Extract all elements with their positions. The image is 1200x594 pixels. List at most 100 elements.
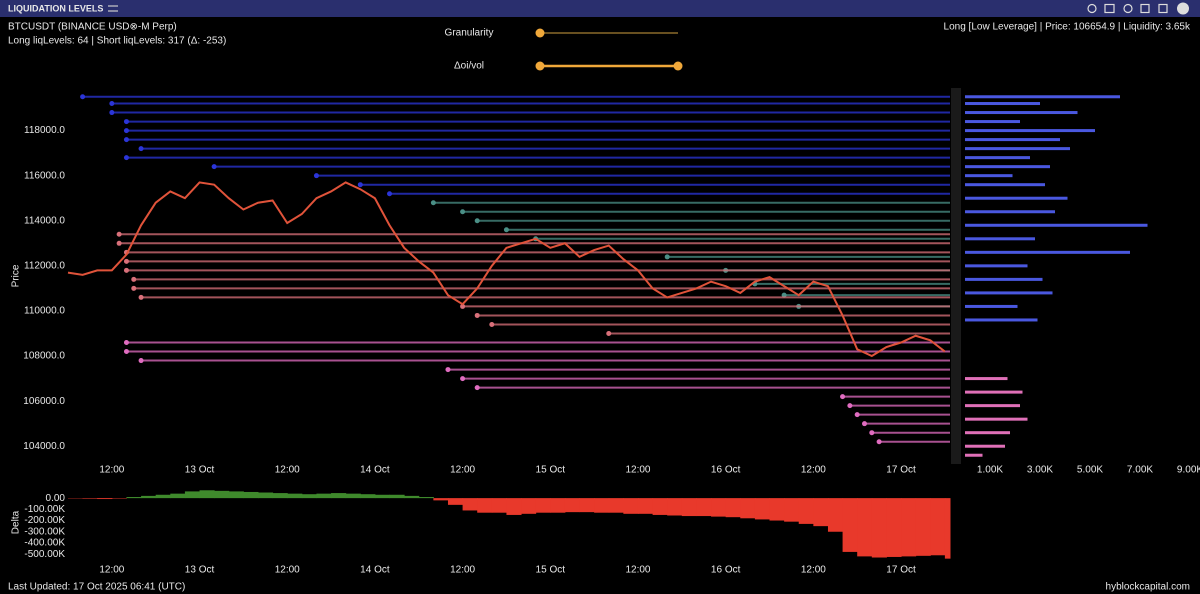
delta-bar <box>827 498 844 532</box>
toolbar-icons[interactable] <box>1087 3 1168 14</box>
delta-bar <box>301 494 317 499</box>
delta-bar <box>579 498 595 513</box>
slider-knob[interactable] <box>535 28 545 38</box>
level-marker <box>357 182 363 188</box>
delta-bar <box>521 498 537 514</box>
level-marker <box>123 119 129 125</box>
status: Long [Low Leverage] | Price: 106654.9 | … <box>944 22 1191 33</box>
level-marker <box>445 367 451 373</box>
delta-bar <box>901 498 917 557</box>
liquidity-bar <box>965 431 1010 435</box>
level-marker <box>123 137 129 143</box>
delta-bar <box>404 495 420 499</box>
delta-bar <box>754 498 771 520</box>
delta-bar <box>214 490 230 499</box>
liquidity-bar <box>965 174 1013 178</box>
x-tick-label: 12:00 <box>450 465 475 476</box>
delta-bar <box>418 497 434 499</box>
delta-bar <box>506 498 522 515</box>
level-marker <box>211 164 217 170</box>
control-label: Granularity <box>445 28 494 39</box>
y-tick-label: 110000.0 <box>24 306 65 317</box>
liquidity-bar <box>965 318 1038 322</box>
delta-bar <box>97 498 113 500</box>
level-marker <box>606 330 612 336</box>
x-tick-label: 13 Oct <box>185 565 215 576</box>
liquidity-bar <box>965 377 1008 381</box>
liquidity-bar <box>965 102 1040 106</box>
delta-bar <box>316 493 332 499</box>
liquidity-bar <box>965 95 1120 99</box>
x-tick-label: 17 Oct <box>886 565 916 576</box>
x-tick-label: 17 Oct <box>886 465 916 476</box>
y-axis-label: Price <box>11 264 22 287</box>
delta-bar <box>184 491 201 499</box>
panel-divider <box>951 88 961 464</box>
x-tick-label: 16 Oct <box>711 465 741 476</box>
level-marker <box>116 240 122 246</box>
level-marker <box>474 385 480 391</box>
delta-bar <box>681 498 697 517</box>
level-marker <box>489 321 495 327</box>
delta-bar <box>374 494 391 499</box>
slider-knob[interactable] <box>535 61 545 71</box>
x-tick-label: 14 Oct <box>360 465 390 476</box>
delta-bar <box>243 491 259 499</box>
close-button[interactable] <box>1177 2 1189 15</box>
delta-bar <box>711 498 727 517</box>
x-tick-label: 12:00 <box>801 465 826 476</box>
x-tick-label: 12:00 <box>275 565 300 576</box>
level-marker <box>131 285 137 291</box>
level-marker <box>430 200 436 206</box>
delta-bar <box>886 498 902 557</box>
liquidity-bar <box>965 404 1020 408</box>
x-tick-label: 15 Oct <box>536 465 566 476</box>
y-tick-label: -100.00K <box>24 504 65 515</box>
delta-bar <box>82 498 98 499</box>
level-marker <box>840 394 846 400</box>
delta-bar <box>272 493 288 499</box>
liquidity-bar <box>965 291 1053 295</box>
level-marker <box>869 430 875 436</box>
level-marker <box>138 294 144 300</box>
liquidity-bar <box>965 210 1055 214</box>
y-tick-label: 0.00 <box>46 493 66 504</box>
level-marker <box>80 94 86 100</box>
level-marker <box>862 421 868 427</box>
y-tick-label: -300.00K <box>24 526 65 537</box>
delta-bar <box>842 498 858 552</box>
slider-knob[interactable] <box>673 61 683 71</box>
delta-bar <box>594 498 610 513</box>
level-marker <box>664 254 670 260</box>
liquidity-bar <box>965 165 1050 169</box>
level-marker <box>460 303 466 309</box>
x-tick-label: 5.00K <box>1077 465 1103 476</box>
level-counts: Long liqLevels: 64 | Short liqLevels: 31… <box>8 36 226 47</box>
delta-bar <box>784 498 800 522</box>
settings-icon[interactable] <box>108 5 118 12</box>
y-tick-label: -200.00K <box>24 515 65 526</box>
level-marker <box>131 276 137 282</box>
delta-bar <box>667 498 683 516</box>
liquidity-bar <box>965 111 1078 115</box>
x-tick-label: 3.00K <box>1027 465 1053 476</box>
last-updated: Last Updated: 17 Oct 2025 06:41 (UTC) <box>8 582 185 593</box>
liquidity-bar <box>965 453 983 457</box>
level-marker <box>847 403 853 409</box>
x-tick-label: 12:00 <box>801 565 826 576</box>
level-marker <box>116 231 122 237</box>
delta-bar <box>491 498 507 513</box>
delta-bar <box>857 498 873 557</box>
symbol: BTCUSDT (BINANCE USD⊗-M Perp) <box>8 22 177 33</box>
level-marker <box>123 349 129 355</box>
brand: hyblockcapital.com <box>1106 582 1190 593</box>
level-marker <box>123 258 129 264</box>
delta-bar <box>637 498 654 514</box>
delta-bar <box>608 498 624 513</box>
liquidity-bar <box>965 129 1095 133</box>
level-marker <box>781 292 787 298</box>
level-marker <box>876 439 882 445</box>
y-tick-label: 106000.0 <box>23 396 65 407</box>
control-label: Δoi/vol <box>454 61 484 72</box>
